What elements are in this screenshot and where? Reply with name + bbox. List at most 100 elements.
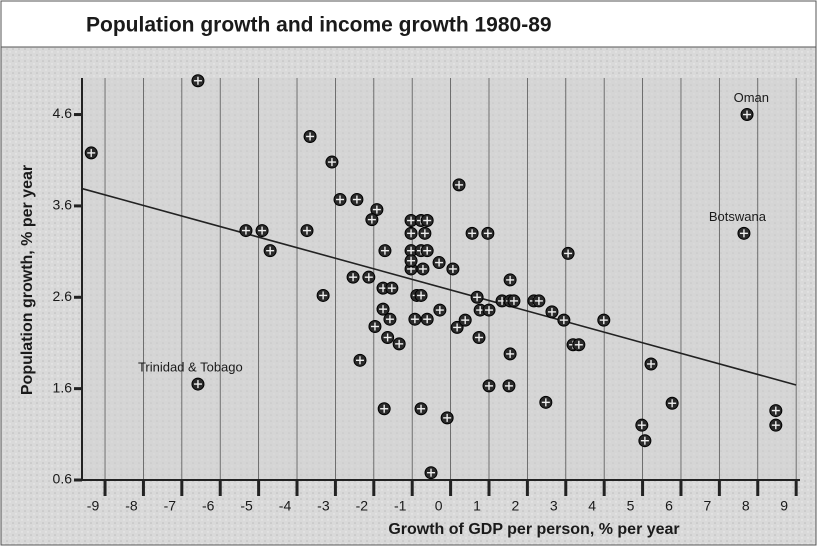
point: [263, 244, 277, 258]
point: [191, 377, 205, 391]
point: [392, 337, 406, 351]
point: [644, 357, 658, 371]
point: [420, 214, 434, 228]
point: [255, 224, 269, 238]
chart-title: Population growth and income growth 1980…: [86, 14, 552, 37]
x-axis-label: Growth of GDP per person, % per year: [388, 521, 679, 538]
point: [503, 347, 517, 361]
x-tick-label: -9: [87, 498, 100, 514]
y-tick-label: 2.6: [53, 288, 73, 304]
point: [378, 244, 392, 258]
trend-line: [81, 187, 797, 386]
point: [408, 312, 422, 326]
point: [597, 313, 611, 327]
point: [350, 193, 364, 207]
point: [300, 224, 314, 238]
x-tick-label: -8: [125, 498, 138, 514]
point: [665, 396, 679, 410]
point: [404, 226, 418, 240]
point: [440, 411, 454, 425]
point: [638, 434, 652, 448]
point: [333, 193, 347, 207]
point: [433, 303, 447, 317]
point: [472, 330, 486, 344]
y-axis-label: Population growth, % per year: [19, 165, 36, 395]
x-tick-label: 4: [588, 498, 596, 514]
point: [539, 395, 553, 409]
point: [420, 244, 434, 258]
x-tick-label: 6: [665, 498, 673, 514]
point: [532, 294, 546, 308]
point: [377, 402, 391, 416]
point: [769, 404, 783, 418]
point: [414, 288, 428, 302]
point: [424, 466, 438, 480]
point: [414, 402, 428, 416]
point: [385, 281, 399, 295]
point: [635, 418, 649, 432]
point: [362, 270, 376, 284]
x-tick-label: 9: [780, 498, 788, 514]
point: [418, 226, 432, 240]
point: [446, 262, 460, 276]
x-tick-label: -3: [317, 498, 330, 514]
point: [450, 320, 464, 334]
annotation: Oman: [734, 90, 769, 105]
point: [507, 294, 521, 308]
point: [376, 302, 390, 316]
x-tick-label: -4: [279, 498, 292, 514]
point: [545, 305, 559, 319]
point: [420, 312, 434, 326]
point: [316, 288, 330, 302]
point: [346, 270, 360, 284]
point: [481, 226, 495, 240]
point: [502, 379, 516, 393]
x-tick-label: 1: [473, 498, 481, 514]
x-tick-label: 5: [627, 498, 635, 514]
point: [432, 256, 446, 270]
x-tick-label: -1: [394, 498, 407, 514]
point: [303, 129, 317, 143]
x-tick-label: -2: [356, 498, 369, 514]
point: [368, 320, 382, 334]
annotation: Trinidad & Tobago: [138, 360, 243, 375]
point: [470, 290, 484, 304]
point: [353, 353, 367, 367]
point: [325, 155, 339, 169]
title-bar: [0, 0, 817, 48]
point: [365, 213, 379, 227]
point: [458, 313, 472, 327]
point: [557, 313, 571, 327]
plot-background: [82, 78, 800, 480]
point: [561, 246, 575, 260]
annotation: Botswana: [709, 209, 767, 224]
y-tick-label: 4.6: [53, 105, 73, 121]
point: [465, 226, 479, 240]
x-tick-label: 7: [703, 498, 711, 514]
point: [404, 254, 418, 268]
point: [737, 226, 751, 240]
point: [416, 262, 430, 276]
point: [769, 418, 783, 432]
x-tick-label: -6: [202, 498, 215, 514]
y-tick-label: 1.6: [53, 379, 73, 395]
x-tick-label: 8: [742, 498, 750, 514]
x-tick-label: 3: [550, 498, 558, 514]
x-tick-label: -7: [164, 498, 177, 514]
y-tick-label: 3.6: [53, 197, 73, 213]
point: [191, 74, 205, 88]
point: [482, 379, 496, 393]
point: [572, 338, 586, 352]
y-tick-label: 0.6: [53, 471, 73, 487]
point: [381, 330, 395, 344]
point: [84, 146, 98, 160]
x-tick-label: -5: [240, 498, 253, 514]
point: [503, 273, 517, 287]
point: [383, 312, 397, 326]
point: [239, 224, 253, 238]
point: [740, 108, 754, 122]
x-tick-label: 2: [511, 498, 519, 514]
x-tick-label: 0: [435, 498, 443, 514]
